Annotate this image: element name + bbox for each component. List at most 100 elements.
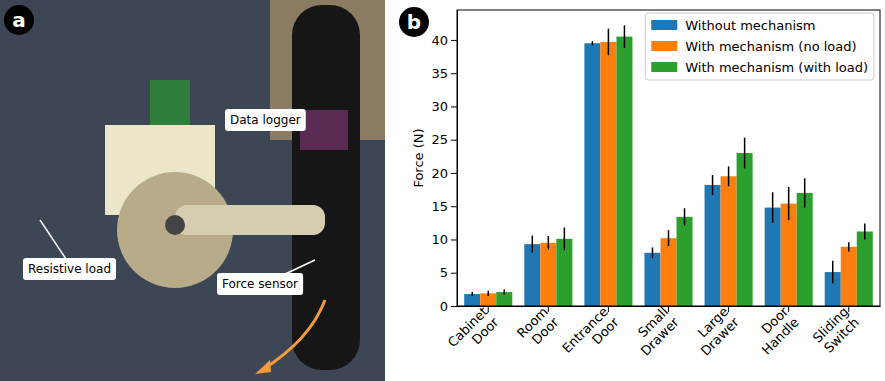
y-tick-mark [451,73,457,74]
panel-label: a [12,8,26,32]
housing [292,5,360,370]
y-tick: 35 [431,66,457,81]
y-tick-label: 25 [431,132,448,147]
annotation-label: Data logger [230,113,301,127]
x-tick-mark [548,306,549,312]
legend: Without mechanism With mechanism (no load… [645,13,874,80]
motion-arrow-head [255,360,271,374]
error-bar [548,236,550,249]
bar [797,193,813,306]
y-tick: 10 [431,232,457,247]
y-tick-mark [451,140,457,141]
x-tick-label: RoomDoor [514,304,562,352]
x-tick-label: EntranceDoor [559,304,622,367]
y-axis: 0510152025303540 [431,11,457,314]
legend-swatch [651,41,677,51]
y-axis-title: Force (N) [411,128,426,187]
x-tick: DoorHandle [748,304,802,358]
bar [584,43,600,306]
x-tick-mark [848,306,849,312]
bar [677,217,693,306]
bar [616,37,632,306]
figure: Data loggerForce sensorResistive loadab0… [0,0,885,381]
error-bar [532,235,534,252]
error-bar [564,228,566,251]
plot-area [464,25,873,306]
y-tick-mark [451,273,457,274]
y-tick-mark [451,206,457,207]
y-tick-label: 30 [431,99,448,114]
error-bar [864,224,866,240]
y-tick: 5 [440,265,457,280]
x-tick-label: DoorHandle [748,304,802,358]
bar [721,176,737,306]
bar [737,153,753,306]
legend-label: With mechanism (with load) [685,60,868,75]
panel-label-badge [4,5,34,35]
x-tick-label: CabinetDoor [445,304,502,361]
x-tick: RoomDoor [514,304,562,352]
error-bar [848,242,850,251]
x-tick: SmallDrawer [627,304,682,359]
error-bar [712,175,714,195]
x-tick: LargeDrawer [687,304,742,359]
error-bar [624,25,626,48]
annotation-box [23,258,116,280]
y-tick-label: 0 [440,299,448,314]
x-tick-label: SmallDrawer [627,304,682,359]
error-bar [592,41,594,45]
bar [600,42,616,306]
bar [705,185,721,306]
bar [660,238,676,306]
y-tick-label: 20 [431,166,448,181]
y-tick: 25 [431,132,457,147]
x-tick-mark [788,306,789,312]
y-tick: 30 [431,99,457,114]
x-tick-mark [488,306,489,312]
annotation: Data logger [225,109,306,131]
y-tick-mark [451,173,457,174]
logger-board [300,110,348,150]
photo-background [0,0,385,381]
bar [644,253,660,306]
plot-frame [457,10,880,306]
x-tick: CabinetDoor [445,304,502,361]
legend-item: Without mechanism [651,18,815,33]
y-tick: 40 [431,33,457,48]
y-tick: 20 [431,166,457,181]
bar [540,243,556,306]
error-bar [668,230,670,246]
legend-swatch [651,62,677,72]
y-tick-label: 40 [431,33,448,48]
annotation: Force sensor [217,273,303,295]
x-tick-mark [728,306,729,312]
error-bar [788,187,790,220]
error-bar [471,292,473,296]
y-tick: 0 [440,299,457,314]
legend-box [645,13,874,80]
legend-item: With mechanism (no load) [651,39,856,54]
error-bar [684,208,686,225]
legend-item: With mechanism (with load) [651,60,868,75]
legend-swatch [651,20,677,30]
error-bar [832,261,834,284]
legend-label: Without mechanism [685,18,815,33]
bar [857,232,873,306]
y-tick-label: 10 [431,232,448,247]
error-bar [504,289,506,294]
y-tick-mark [451,306,457,307]
lever [175,205,325,235]
x-axis: CabinetDoorRoomDoorEntranceDoorSmallDraw… [445,304,881,367]
error-bar [608,29,610,56]
y-tick-mark [451,106,457,107]
panel-label: b [407,10,421,34]
motion-arrow [262,300,325,370]
x-tick-mark [668,306,669,312]
y-tick-label: 5 [440,265,448,280]
annotation-box [225,109,306,131]
bar [841,247,857,306]
error-bar [652,247,654,258]
legend-label: With mechanism (no load) [685,39,856,54]
x-tick-mark [608,306,609,312]
x-tick-label: LargeDrawer [687,304,742,359]
